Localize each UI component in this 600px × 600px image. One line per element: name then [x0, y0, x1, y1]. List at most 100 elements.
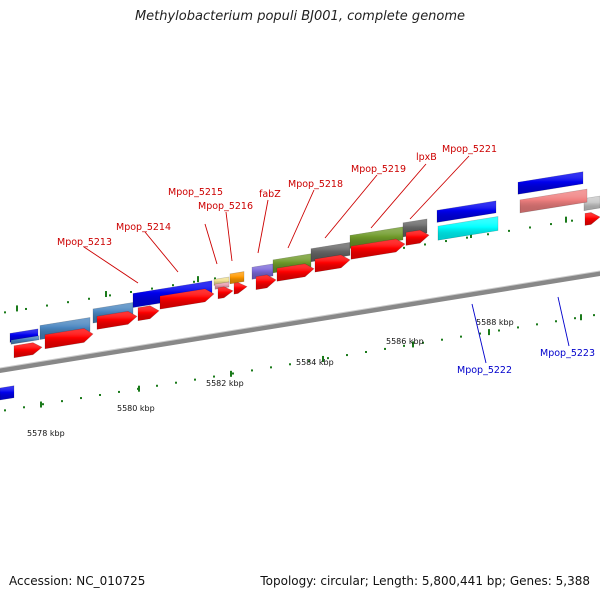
top-ruler-tick: [550, 223, 552, 226]
top-ruler-tick: [466, 236, 468, 239]
bottom-ruler-tick: [460, 335, 462, 338]
top-ruler-tick: [445, 240, 447, 243]
bottom-ruler-tick: [270, 366, 272, 369]
top-ruler-tick: [487, 233, 489, 236]
bottom-ruler-tick: [517, 326, 519, 329]
gene-label: Mpop_5223: [540, 348, 595, 359]
bottom-major-tick: [488, 329, 490, 336]
top-ruler-tick: [529, 226, 531, 229]
map-title: Methylobacterium populi BJ001, complete …: [134, 9, 466, 24]
gene-label: Mpop_5213: [57, 237, 112, 248]
accession-text: Accession: NC_010725: [9, 574, 146, 588]
cds-arrow-shade: [351, 238, 405, 260]
gene-label: lpxB: [416, 152, 437, 163]
bottom-ruler-tick: [175, 381, 177, 384]
gene-label: fabZ: [259, 189, 281, 200]
gene-box-blue-shade: [133, 280, 212, 308]
gene-box-orange-shade: [230, 271, 244, 284]
scale-label: 5588 kbp: [476, 318, 514, 327]
bottom-ruler-tick: [99, 393, 101, 396]
scale-label: 5578 kbp: [27, 429, 65, 438]
gene-box-steel-shade: [11, 335, 39, 345]
cds-arrow-shade: [97, 311, 137, 330]
gene-leader-line: [409, 155, 470, 220]
gene-box-salmon-shade: [520, 189, 587, 213]
bottom-ruler-tick: [384, 347, 386, 350]
top-ruler-tick: [403, 246, 405, 249]
bottom-ruler-tick: [118, 390, 120, 393]
gene-box-pink-shade: [215, 281, 229, 290]
cds-arrow-shade: [315, 254, 350, 273]
bottom-major-tick: [40, 401, 42, 408]
gene-leader-line: [144, 231, 179, 273]
top-ruler-tick: [46, 304, 48, 307]
bottom-ruler-tick: [365, 350, 367, 353]
gene-leader-line: [370, 163, 427, 229]
gene-box-cyan-shade: [438, 216, 498, 241]
bottom-ruler-tick: [555, 320, 557, 323]
cds-arrow-shade: [218, 286, 233, 299]
bottom-ruler-tick: [80, 397, 82, 400]
bottom-major-tick: [322, 355, 324, 362]
bottom-ruler-tick: [593, 314, 595, 317]
bottom-ruler-tick: [308, 360, 310, 363]
cds-arrow-shade: [406, 230, 429, 246]
genome-backbone-highlight: [0, 270, 600, 369]
bottom-ruler-tick: [23, 406, 25, 409]
gene-leader-line: [324, 174, 378, 239]
bottom-ruler-tick: [289, 363, 291, 366]
bottom-ruler-tick: [327, 357, 329, 360]
gene-leader-line: [557, 296, 570, 347]
cds-arrow-shade: [138, 305, 159, 321]
gene-leader-line: [83, 246, 139, 284]
gene-label: Mpop_5216: [198, 201, 253, 212]
cds-arrow-shade: [160, 288, 214, 310]
scale-label: 5580 kbp: [117, 404, 155, 413]
top-ruler-tick: [67, 301, 69, 304]
gene-box-blue-shade: [0, 385, 14, 400]
bottom-major-tick: [580, 314, 582, 321]
bottom-ruler-tick: [441, 338, 443, 341]
gene-leader-line: [471, 303, 487, 364]
bottom-ruler-tick: [61, 400, 63, 403]
top-ruler-tick: [424, 243, 426, 246]
bottom-ruler-tick: [156, 384, 158, 387]
gene-label: Mpop_5218: [288, 179, 343, 190]
gene-leader-line: [204, 223, 218, 265]
top-major-tick: [197, 276, 199, 283]
gene-box-silver-shade: [584, 196, 600, 211]
scale-label: 5582 kbp: [206, 379, 244, 388]
gene-leader-line: [287, 189, 315, 249]
cds-arrow-shade: [234, 282, 247, 295]
top-ruler-tick: [172, 284, 174, 287]
top-ruler-tick: [88, 297, 90, 300]
cds-arrow-shade: [14, 342, 42, 358]
bottom-ruler-tick: [479, 332, 481, 335]
bottom-ruler-tick: [42, 403, 44, 406]
cds-arrow-shade: [45, 328, 93, 349]
bottom-major-tick: [230, 370, 232, 377]
bottom-ruler-tick: [213, 375, 215, 378]
top-ruler-tick: [508, 229, 510, 232]
bottom-major-tick: [138, 385, 140, 392]
bottom-ruler-tick: [251, 369, 253, 372]
bottom-ruler-tick: [194, 378, 196, 381]
scale-label: 5586 kbp: [386, 337, 424, 346]
gene-label: Mpop_5219: [351, 164, 406, 175]
top-ruler-tick: [214, 277, 216, 280]
top-ruler-tick: [130, 290, 132, 293]
top-ruler-tick: [4, 311, 6, 314]
gene-leader-line: [225, 211, 233, 262]
cds-arrow-shade: [277, 263, 314, 282]
bottom-ruler-tick: [232, 372, 234, 375]
gene-box-olive-shade: [350, 226, 403, 249]
bottom-ruler-tick: [498, 329, 500, 332]
top-ruler-tick: [571, 219, 573, 222]
gene-label: Mpop_5222: [457, 365, 512, 376]
bottom-ruler-tick: [403, 344, 405, 347]
top-major-tick: [16, 305, 18, 312]
top-ruler-tick: [25, 307, 27, 310]
gene-box-blue-shade: [518, 171, 583, 195]
